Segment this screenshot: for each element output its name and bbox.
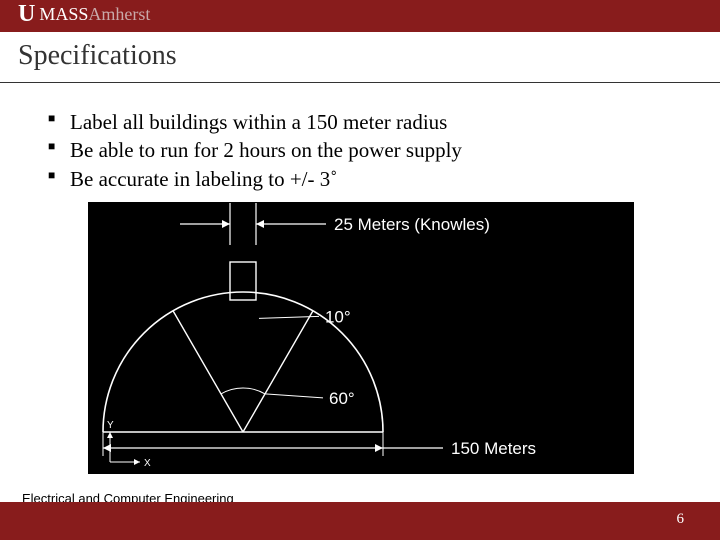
page-number: 6 [677,511,685,528]
logo-text: MASSAmherst [39,4,150,25]
svg-text:10°: 10° [325,307,351,326]
svg-text:60°: 60° [329,389,355,408]
slide: U MASSAmherst Specifications Label all b… [0,0,720,540]
bullet-item: Be able to run for 2 hours on the power … [48,136,668,164]
svg-text:X: X [144,458,151,469]
title-underline [0,82,720,83]
university-logo: U MASSAmherst [18,2,150,26]
svg-text:25 Meters (Knowles): 25 Meters (Knowles) [334,215,490,234]
spec-bullets: Label all buildings within a 150 meter r… [48,108,668,193]
logo-u-icon: U [18,2,35,26]
logo-mass: MASS [39,4,88,25]
logo-amherst: Amherst [88,4,150,25]
field-of-view-diagram: 25 Meters (Knowles) 10° 60° 150 Meters X Y [88,202,634,474]
bullet-item: Be accurate in labeling to +/- 3˚ [48,165,668,193]
diagram-svg: 25 Meters (Knowles) 10° 60° 150 Meters X Y [88,202,634,474]
slide-title-row: Specifications [18,40,702,76]
bullet-item: Label all buildings within a 150 meter r… [48,108,668,136]
footer-band: 6 [0,502,720,540]
svg-text:150 Meters: 150 Meters [451,439,536,458]
svg-text:Y: Y [107,420,114,431]
slide-title: Specifications [18,40,702,76]
header-band: U MASSAmherst [0,0,720,32]
